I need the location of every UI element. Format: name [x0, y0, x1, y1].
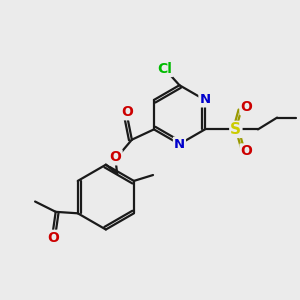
- Text: Cl: Cl: [157, 62, 172, 76]
- Text: O: O: [241, 100, 252, 114]
- Text: N: N: [174, 138, 185, 151]
- Text: O: O: [110, 150, 122, 164]
- Text: O: O: [122, 105, 134, 119]
- Text: O: O: [47, 231, 59, 245]
- Text: N: N: [200, 93, 211, 106]
- Text: O: O: [241, 145, 252, 158]
- Text: S: S: [230, 122, 242, 137]
